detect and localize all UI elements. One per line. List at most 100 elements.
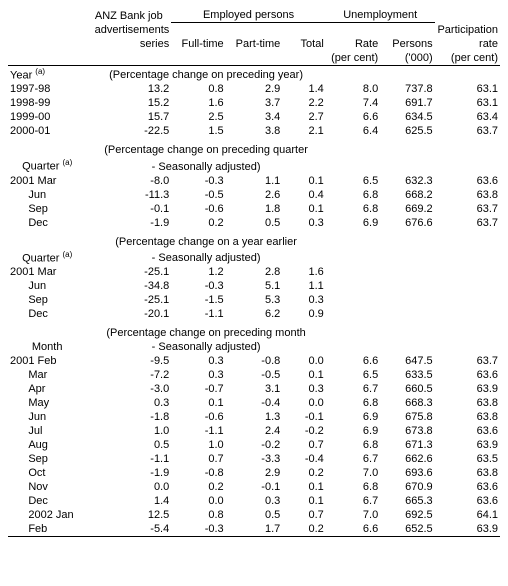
table-row: Sep-25.1-1.55.30.3 [8, 293, 500, 307]
cell-part: 63.6 [435, 368, 500, 382]
cell-part: 63.4 [435, 110, 500, 124]
row-label: Oct [8, 466, 86, 480]
cell-pt: -0.4 [226, 396, 283, 410]
table-row: Aug0.51.0-0.20.76.8671.363.9 [8, 438, 500, 452]
cell-ft: 0.8 [171, 508, 225, 522]
labour-market-table: ANZ Bank job Employed persons Unemployme… [8, 8, 500, 539]
row-label: Feb [8, 522, 86, 537]
table-row: May0.30.1-0.40.06.8668.363.8 [8, 396, 500, 410]
cell-rate: 6.8 [326, 438, 380, 452]
table-row: Jun-34.8-0.35.11.1 [8, 279, 500, 293]
row-label: 1998-99 [8, 96, 86, 110]
cell-tot: 0.1 [282, 494, 326, 508]
cell-rate: 6.8 [326, 188, 380, 202]
cell-ft: -0.3 [171, 522, 225, 537]
hdr-anz-1: ANZ Bank job [86, 8, 171, 23]
cell-part [435, 279, 500, 293]
cell-anz: -11.3 [86, 188, 171, 202]
hdr-unemp-pers: Persons [380, 37, 434, 51]
table-row: Jun-1.8-0.61.3-0.16.9675.863.8 [8, 410, 500, 424]
cell-rate: 6.6 [326, 522, 380, 537]
cell-part: 63.6 [435, 480, 500, 494]
table-row: Dec-1.90.20.50.36.9676.663.7 [8, 216, 500, 230]
table-row: 2001 Mar-25.11.22.81.6 [8, 265, 500, 279]
cell-anz: 15.7 [86, 110, 171, 124]
cell-tot: 0.0 [282, 354, 326, 368]
cell-pers: 671.3 [380, 438, 434, 452]
cell-tot: 0.3 [282, 382, 326, 396]
row-label: 1999-00 [8, 110, 86, 124]
cell-pers: 660.5 [380, 382, 434, 396]
cell-pers: 647.5 [380, 354, 434, 368]
cell-tot: 0.3 [282, 216, 326, 230]
hdr-emp-group: Employed persons [171, 8, 326, 23]
row-label: 2001 Feb [8, 354, 86, 368]
cell-ft: 0.2 [171, 480, 225, 494]
cell-rate: 6.7 [326, 452, 380, 466]
hdr-unemp-rate: Rate [326, 37, 380, 51]
cell-ft: -0.5 [171, 188, 225, 202]
cell-ft: -0.8 [171, 466, 225, 480]
cell-pers: 668.3 [380, 396, 434, 410]
table-row: Mar-7.20.3-0.50.16.5633.563.6 [8, 368, 500, 382]
cell-tot: -0.4 [282, 452, 326, 466]
cell-tot: 0.7 [282, 438, 326, 452]
cell-pt: 2.6 [226, 188, 283, 202]
cell-rate [326, 293, 380, 307]
cell-part: 63.7 [435, 202, 500, 216]
cell-tot: 0.9 [282, 307, 326, 321]
cell-ft: 0.3 [171, 368, 225, 382]
cell-pers: 665.3 [380, 494, 434, 508]
cell-anz: -1.9 [86, 466, 171, 480]
cell-anz: -8.0 [86, 174, 171, 188]
hdr-rate-unit: (per cent) [326, 51, 380, 66]
cell-tot: 0.2 [282, 466, 326, 480]
cell-tot: 0.4 [282, 188, 326, 202]
cell-rate: 6.5 [326, 368, 380, 382]
cell-tot: 2.1 [282, 124, 326, 138]
cell-rate: 6.6 [326, 110, 380, 124]
cell-tot: -0.1 [282, 410, 326, 424]
cell-tot: 2.2 [282, 96, 326, 110]
cell-ft: 1.0 [171, 438, 225, 452]
cell-rate: 6.9 [326, 410, 380, 424]
row-label: Jun [8, 279, 86, 293]
row-label: 1997-98 [8, 82, 86, 96]
cell-pt: 0.5 [226, 508, 283, 522]
cell-pers [380, 265, 434, 279]
row-label: Jun [8, 410, 86, 424]
cell-part: 63.9 [435, 382, 500, 396]
cell-anz: 1.0 [86, 424, 171, 438]
cell-tot: 0.1 [282, 368, 326, 382]
cell-part: 63.6 [435, 424, 500, 438]
row-label-quarter-2: Quarter (a) [8, 249, 86, 266]
cell-part: 63.1 [435, 96, 500, 110]
table-row: Apr-3.0-0.73.10.36.7660.563.9 [8, 382, 500, 396]
table-row: Nov0.00.2-0.10.16.8670.963.6 [8, 480, 500, 494]
cell-ft: 1.5 [171, 124, 225, 138]
cell-pers [380, 293, 434, 307]
cell-rate: 6.8 [326, 202, 380, 216]
cell-ft: -1.1 [171, 307, 225, 321]
cell-part: 64.1 [435, 508, 500, 522]
cell-rate: 7.4 [326, 96, 380, 110]
hdr-anz-3: series [86, 37, 171, 51]
cell-ft: -1.1 [171, 424, 225, 438]
cell-anz: -9.5 [86, 354, 171, 368]
table-row: Sep-0.1-0.61.80.16.8669.263.7 [8, 202, 500, 216]
hdr-anz-2: advertisements [86, 23, 171, 37]
cell-pt: 2.4 [226, 424, 283, 438]
cell-pt: 2.9 [226, 82, 283, 96]
cell-rate: 6.9 [326, 216, 380, 230]
cell-pt: 5.3 [226, 293, 283, 307]
cell-ft: 1.2 [171, 265, 225, 279]
cell-pers [380, 279, 434, 293]
cell-part: 63.9 [435, 438, 500, 452]
cell-pt: 3.8 [226, 124, 283, 138]
table-row: Dec-20.1-1.16.20.9 [8, 307, 500, 321]
cell-pers: 675.8 [380, 410, 434, 424]
hdr-emp-total: Total [282, 37, 326, 51]
cell-rate: 6.4 [326, 124, 380, 138]
cell-part: 63.7 [435, 354, 500, 368]
cell-rate: 6.7 [326, 382, 380, 396]
